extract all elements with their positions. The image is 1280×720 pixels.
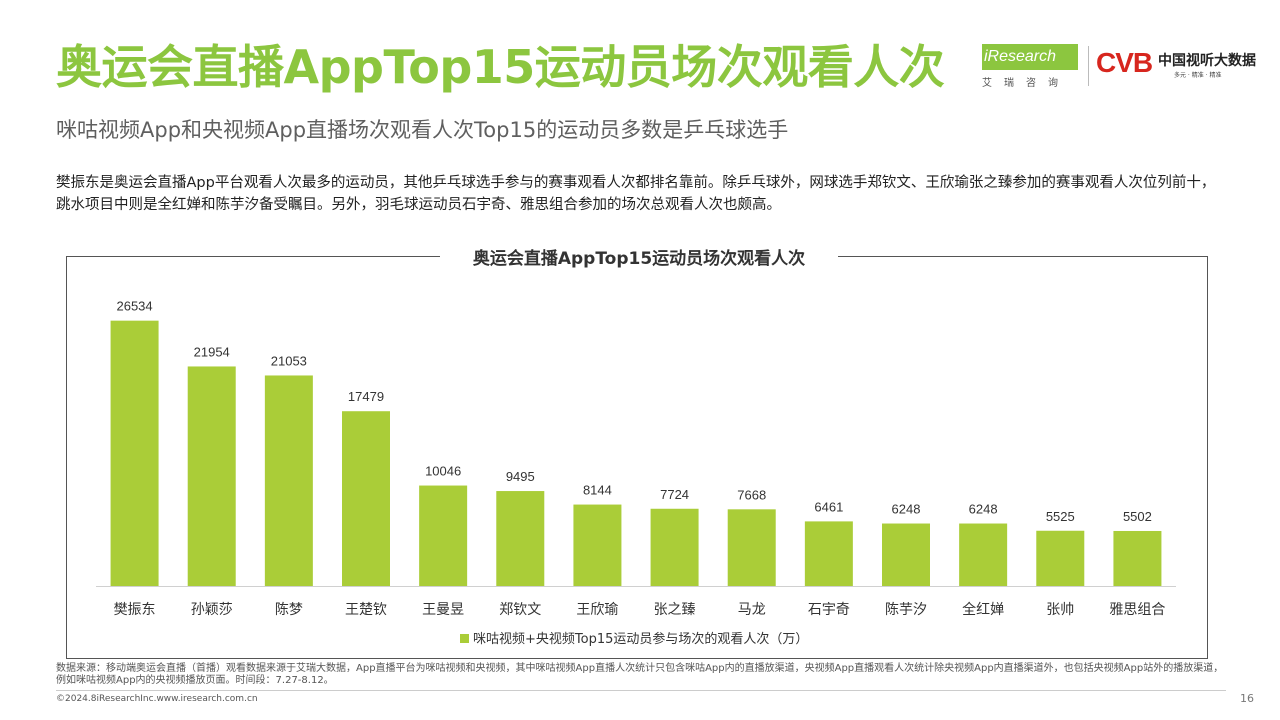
iresearch-logo-mark: iResearch bbox=[982, 44, 1078, 70]
category-label: 陈梦 bbox=[275, 601, 303, 618]
bar bbox=[187, 366, 236, 586]
category-label: 陈芋汐 bbox=[885, 601, 927, 618]
cvb-logo-name: 中国视听大数据 bbox=[1158, 53, 1256, 69]
bar bbox=[727, 509, 776, 586]
category-label: 全红婵 bbox=[962, 601, 1004, 618]
page-description: 樊振东是奥运会直播App平台观看人次最多的运动员，其他乒乓球选手参与的赛事观看人… bbox=[56, 175, 1216, 213]
bar bbox=[496, 491, 545, 586]
page-title: 奥运会直播AppTop15运动员场次观看人次 bbox=[56, 40, 945, 94]
category-label: 孙颖莎 bbox=[191, 602, 233, 618]
category-label: 张之臻 bbox=[654, 602, 696, 618]
bar bbox=[110, 320, 159, 586]
data-label: 7668 bbox=[737, 487, 766, 502]
data-label: 6248 bbox=[969, 502, 998, 517]
legend-label: 咪咕视频+央视频Top15运动员参与场次的观看人次（万） bbox=[473, 632, 809, 647]
data-label: 5502 bbox=[1123, 509, 1152, 524]
page-number: 16 bbox=[1240, 692, 1254, 705]
category-label: 马龙 bbox=[738, 602, 766, 618]
data-label: 17479 bbox=[348, 389, 384, 404]
bar bbox=[419, 485, 468, 586]
bar bbox=[342, 411, 390, 586]
data-label: 6461 bbox=[814, 499, 843, 514]
chart-legend: 咪咕视频+央视频Top15运动员参与场次的观看人次（万） bbox=[460, 628, 808, 647]
data-label: 21053 bbox=[271, 353, 307, 368]
iresearch-logo-cn: 艾瑞咨询 bbox=[982, 78, 1070, 89]
chart-frame bbox=[66, 256, 1208, 659]
bar bbox=[1113, 530, 1162, 586]
bar bbox=[264, 375, 313, 586]
legend-swatch bbox=[460, 634, 469, 643]
category-label: 王曼昱 bbox=[422, 602, 464, 618]
bar bbox=[882, 523, 930, 586]
bar bbox=[1036, 530, 1085, 586]
category-label: 王楚钦 bbox=[345, 602, 387, 618]
iresearch-logo: iResearch 艾瑞咨询 bbox=[982, 44, 1082, 90]
category-label: 张帅 bbox=[1046, 602, 1074, 618]
chart-title: 奥运会直播AppTop15运动员场次观看人次 bbox=[472, 249, 806, 269]
category-label: 雅思组合 bbox=[1109, 602, 1165, 618]
data-source-note: 数据来源：移动端奥运会直播（首播）观看数据来源于艾瑞大数据，App直播平台为咪咕… bbox=[56, 663, 1224, 686]
chart-frame-top-left bbox=[66, 256, 440, 257]
cvb-logo-slogan: 多元 · 精准 · 精准 bbox=[1174, 72, 1222, 79]
footer-divider bbox=[56, 690, 1226, 691]
data-label: 9495 bbox=[506, 469, 535, 484]
data-label: 10046 bbox=[425, 464, 461, 479]
category-label: 王欣瑜 bbox=[576, 602, 618, 618]
copyright: ©2024.8iResearchInc.www.iresearch.com.cn bbox=[56, 694, 258, 704]
category-label: 樊振东 bbox=[114, 602, 156, 618]
cvb-logo: CVB 中国视听大数据 多元 · 精准 · 精准 bbox=[1096, 46, 1276, 86]
data-label: 7724 bbox=[660, 487, 689, 502]
chart-frame-top-right bbox=[838, 256, 1208, 257]
page-subtitle: 咪咕视频App和央视频App直播场次观看人次Top15的运动员多数是乒乓球选手 bbox=[56, 118, 789, 142]
data-label: 6248 bbox=[892, 502, 921, 517]
data-label: 26534 bbox=[116, 299, 152, 314]
data-label: 8144 bbox=[583, 483, 612, 498]
bar bbox=[804, 521, 853, 586]
category-label: 郑钦文 bbox=[499, 602, 541, 618]
category-label: 石宇奇 bbox=[808, 601, 850, 618]
cvb-logo-mark: CVB bbox=[1096, 47, 1153, 78]
data-label: 21954 bbox=[194, 344, 230, 359]
bar bbox=[959, 523, 1008, 586]
bar bbox=[650, 508, 699, 586]
data-label: 5525 bbox=[1046, 509, 1075, 524]
bar bbox=[573, 504, 622, 586]
logo-divider bbox=[1088, 46, 1089, 86]
